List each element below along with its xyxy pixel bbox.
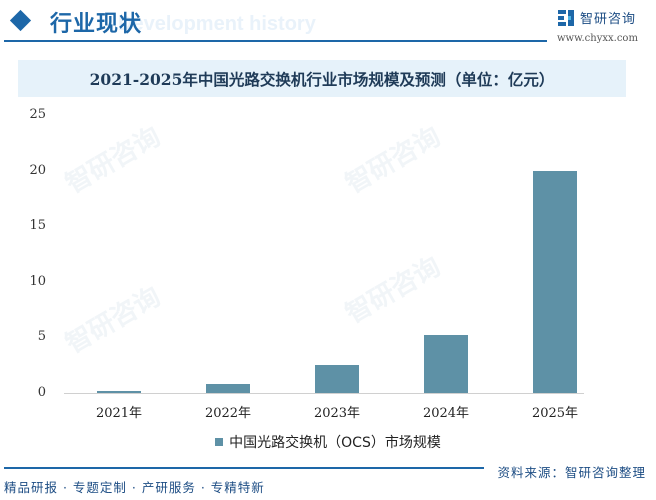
- x-tick: 2023年: [313, 406, 361, 421]
- y-tick: 15: [29, 218, 46, 233]
- legend-label: 中国光路交换机（OCS）市场规模: [229, 435, 441, 451]
- y-tick: 25: [29, 107, 46, 122]
- chart-title-band: 2021-2025年中国光路交换机行业市场规模及预测（单位：亿元）: [18, 60, 626, 97]
- legend-swatch: [215, 438, 224, 446]
- diamond-icon: [9, 9, 32, 32]
- bar-2024年: [424, 335, 468, 393]
- brand-url: www.chyxx.com: [557, 33, 638, 44]
- bar-2021年: [97, 390, 141, 393]
- bar-2025年: [533, 171, 577, 393]
- y-tick: 10: [29, 274, 46, 289]
- header-divider: [4, 40, 547, 42]
- brand: 智研咨询: [558, 8, 636, 27]
- bar-2023年: [315, 365, 359, 393]
- footer-source: 资料来源：智研咨询整理: [497, 465, 646, 480]
- footer-tagline: 精品研报 · 专题定制 · 产研服务 · 专精特新: [4, 480, 265, 495]
- legend: 中国光路交换机（OCS）市场规模: [0, 432, 656, 452]
- y-tick: 0: [37, 385, 46, 400]
- x-axis-line: [64, 393, 584, 394]
- x-tick: 2022年: [204, 406, 252, 421]
- chart-title: 2021-2025年中国光路交换机行业市场规模及预测（单位：亿元）: [89, 69, 555, 89]
- brand-logo-icon: [558, 9, 574, 26]
- bar-2022年: [206, 384, 250, 393]
- section-title: 行业现状: [50, 11, 143, 37]
- x-tick: 2024年: [422, 406, 470, 421]
- y-tick: 20: [29, 163, 46, 178]
- ghost-subtitle: Development history: [118, 13, 316, 35]
- y-tick: 5: [37, 329, 46, 344]
- plot-area: [64, 116, 584, 393]
- footer-divider: [4, 467, 484, 469]
- x-tick: 2021年: [95, 406, 143, 421]
- x-tick: 2025年: [531, 406, 579, 421]
- header: Development history 行业现状 智研咨询 www.chyxx.…: [0, 0, 656, 48]
- brand-name: 智研咨询: [580, 12, 637, 27]
